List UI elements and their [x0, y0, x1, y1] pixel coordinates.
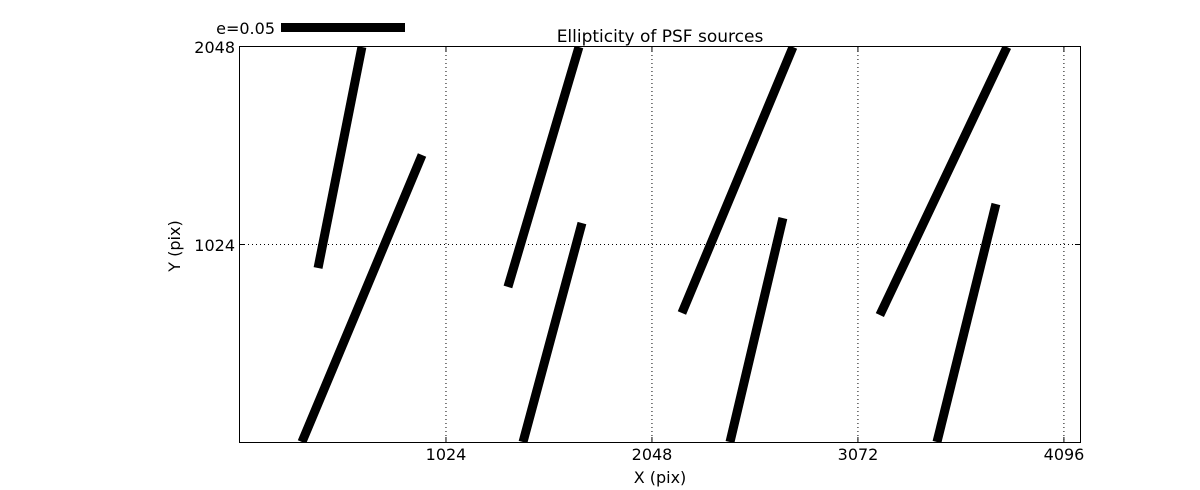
y-tick-label-1024: 1024 [194, 236, 235, 255]
legend-label: e=0.05 [216, 19, 275, 38]
x-tick-label-3072: 3072 [837, 445, 879, 464]
ellipticity-whisker-4 [518, 221, 587, 442]
ellipticity-whisker-3 [503, 47, 584, 289]
ellipticity-whisker-8 [932, 202, 1001, 442]
x-axis-label: X (pix) [633, 468, 687, 487]
plot-svg [240, 47, 1080, 442]
ellipticity-whisker-6 [725, 217, 788, 442]
chart-title: Ellipticity of PSF sources [556, 27, 764, 47]
legend-key-bar [281, 23, 405, 32]
y-axis-label: Y (pix) [165, 220, 184, 272]
ellipticity-whisker-5 [677, 47, 798, 315]
ellipticity-whisker-1 [313, 47, 367, 269]
x-tick-label-1024: 1024 [425, 445, 467, 464]
x-tick-label-2048: 2048 [631, 445, 673, 464]
ellipticity-whisker-7 [875, 47, 1012, 318]
x-tick-label-4096: 4096 [1043, 445, 1085, 464]
y-tick-label-2048: 2048 [194, 38, 235, 57]
plot-box [239, 46, 1081, 443]
ellipticity-whisker-2 [297, 153, 427, 442]
